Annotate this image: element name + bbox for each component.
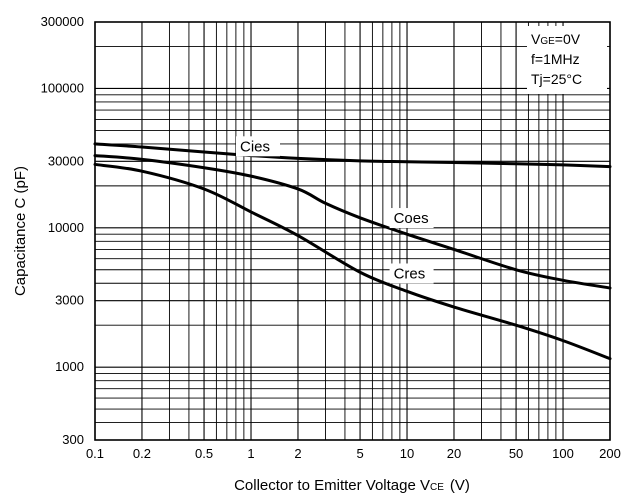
- series-label-bg: [236, 136, 281, 157]
- series-line-cies: [93, 142, 612, 169]
- series-label-cres: Cres: [394, 265, 426, 282]
- x-tick-label: 100: [552, 446, 574, 461]
- x-tick-labels: 0.1 0.2 0.5 1 2 5 10 20 50 100 200: [86, 446, 621, 461]
- x-axis-title: Collector to Emitter Voltage VCE (V): [234, 477, 470, 494]
- series-label-bg: [389, 263, 434, 284]
- x-tick-label: 2: [294, 446, 301, 461]
- y-axis-title: Capacitance C (pF): [12, 166, 29, 296]
- capacitance-curves: [93, 142, 612, 361]
- series-label-bg: [389, 208, 434, 229]
- grid-lines: [94, 21, 611, 441]
- x-tick-label: 1: [247, 446, 254, 461]
- y-tick-label: 10000: [48, 220, 84, 235]
- series-label-coes: Coes: [394, 210, 429, 227]
- x-tick-label: 5: [356, 446, 363, 461]
- condition-temperature: Tj=25°C: [531, 71, 582, 87]
- series-line-cres: [93, 162, 612, 361]
- x-tick-label: 200: [599, 446, 621, 461]
- y-tick-label: 300000: [41, 14, 84, 29]
- condition-vge: VGE=0V: [531, 31, 581, 47]
- x-tick-label: 20: [447, 446, 461, 461]
- series-line-coes: [93, 154, 612, 290]
- y-tick-label: 3000: [55, 293, 84, 308]
- y-tick-label: 100000: [41, 80, 84, 95]
- x-tick-label: 0.2: [133, 446, 151, 461]
- y-tick-label: 1000: [55, 359, 84, 374]
- series-labels: Cies Coes Cres: [236, 136, 434, 284]
- condition-frequency: f=1MHz: [531, 51, 580, 67]
- x-tick-label: 10: [400, 446, 414, 461]
- x-tick-label: 50: [509, 446, 523, 461]
- conditions-box: [527, 26, 607, 94]
- y-tick-labels: 300 1000 3000 10000 30000 100000 300000: [41, 14, 84, 447]
- y-tick-label: 30000: [48, 153, 84, 168]
- series-label-cies: Cies: [240, 138, 270, 155]
- plot-frame: [94, 21, 611, 441]
- x-tick-label: 0.5: [195, 446, 213, 461]
- x-tick-label: 0.1: [86, 446, 104, 461]
- y-tick-label: 300: [62, 432, 84, 447]
